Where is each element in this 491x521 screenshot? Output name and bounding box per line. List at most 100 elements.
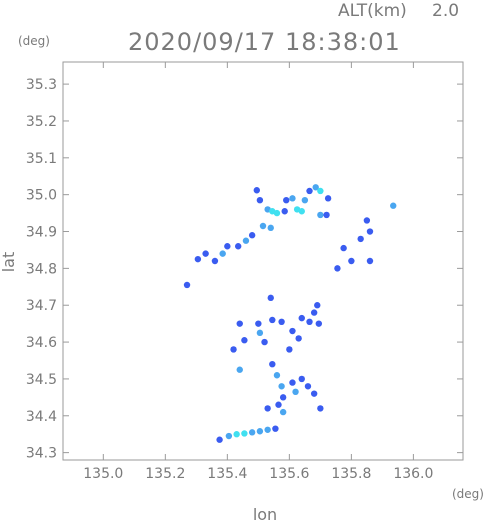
echo-point [256, 329, 264, 337]
echo-point [248, 429, 256, 436]
echo-point [255, 320, 262, 327]
echo-point [317, 405, 324, 412]
y-tick-label: 34.3 [26, 446, 57, 462]
echo-point [269, 360, 276, 368]
plot-frame [62, 61, 464, 461]
echo-point [310, 309, 318, 316]
y-tick-label: 34.9 [26, 225, 57, 241]
echo-point [279, 408, 287, 416]
echo-point [278, 383, 285, 390]
y-tick-label: 34.7 [26, 298, 57, 314]
echo-point [272, 425, 279, 432]
echo-point [264, 405, 271, 412]
echo-point [334, 265, 341, 272]
echo-point [298, 375, 305, 383]
x-tick-label: 135.8 [331, 466, 371, 482]
echo-point [324, 195, 332, 202]
y-tick-label: 35.0 [26, 188, 57, 204]
echo-point [283, 196, 290, 204]
echo-point [259, 222, 267, 230]
x-tick-label: 136.0 [393, 466, 433, 482]
y-tick-label: 34.5 [26, 372, 57, 388]
chart-title: 2020/09/17 18:38:01 [128, 28, 401, 56]
echo-point [248, 232, 256, 239]
echo-point [298, 314, 305, 322]
echo-point [234, 243, 242, 250]
echo-point [306, 187, 313, 195]
echo-point [340, 244, 347, 252]
echo-point [289, 327, 296, 335]
echo-point [183, 281, 191, 289]
y-tick-label: 34.4 [26, 409, 57, 425]
echo-point [202, 250, 209, 257]
echo-point [366, 257, 374, 265]
y-axis-label: lat [0, 252, 18, 273]
echo-point [230, 346, 237, 353]
echo-point [267, 294, 274, 302]
echo-point [323, 211, 330, 219]
echo-point [286, 346, 293, 353]
echo-point [317, 187, 324, 195]
echo-point [317, 211, 324, 219]
echo-point [315, 320, 323, 327]
echo-point [253, 187, 260, 194]
echo-point [211, 257, 219, 265]
echo-point [292, 388, 299, 396]
echo-point [216, 436, 223, 443]
echo-point [298, 208, 305, 215]
x-axis-ticks: 135.0 135.2 135.4 135.6 135.8 136.0 [83, 62, 433, 482]
x-axis-unit: (deg) [452, 487, 484, 501]
echo-point [224, 243, 231, 250]
echo-point [194, 255, 202, 263]
echo-point [233, 431, 240, 438]
echo-point [363, 217, 371, 224]
echo-point [269, 316, 276, 324]
echo-point [261, 338, 268, 346]
echo-point [278, 318, 285, 326]
x-tick-label: 135.2 [145, 466, 185, 482]
echo-point [236, 366, 243, 373]
y-tick-label: 35.1 [26, 151, 57, 167]
echo-point [306, 318, 313, 326]
echo-point [312, 184, 319, 191]
echo-point [289, 195, 296, 202]
echo-point [348, 257, 355, 265]
echo-point [256, 428, 264, 435]
echo-point [236, 320, 243, 327]
x-tick-label: 135.4 [207, 466, 247, 482]
echo-point [289, 379, 296, 386]
echo-point [264, 426, 271, 433]
echo-point [275, 401, 282, 408]
echo-point [267, 224, 274, 232]
y-axis-ticks: 34.3 34.4 34.5 34.6 34.7 34.8 34.9 35.0 35.1 35.2… [26, 77, 463, 462]
echo-point [390, 202, 397, 209]
x-tick-label: 135.6 [269, 466, 309, 482]
echo-point [241, 430, 248, 437]
echo-points [183, 184, 397, 443]
echo-point [241, 337, 248, 344]
y-tick-label: 34.8 [26, 261, 57, 277]
x-axis-label: lon [253, 505, 277, 521]
echo-point [366, 228, 374, 235]
echo-point [304, 383, 312, 390]
y-tick-label: 35.2 [26, 114, 57, 130]
echo-point [279, 394, 287, 401]
echo-point [242, 237, 250, 244]
echo-point [281, 208, 288, 215]
echo-point [310, 390, 318, 397]
echo-point [273, 209, 281, 217]
echo-point [225, 432, 233, 440]
x-tick-label: 135.0 [83, 466, 123, 482]
echo-point [357, 235, 364, 243]
altitude-value: 2.0 [432, 1, 459, 21]
echo-point [301, 196, 309, 204]
echo-point [219, 250, 226, 257]
y-axis-unit: (deg) [18, 34, 50, 48]
altitude-label: ALT(km) [338, 1, 407, 21]
echo-point [295, 335, 302, 342]
echo-point [314, 302, 321, 309]
y-tick-label: 34.6 [26, 335, 57, 351]
y-tick-label: 35.3 [26, 77, 57, 93]
echo-point [273, 372, 281, 379]
